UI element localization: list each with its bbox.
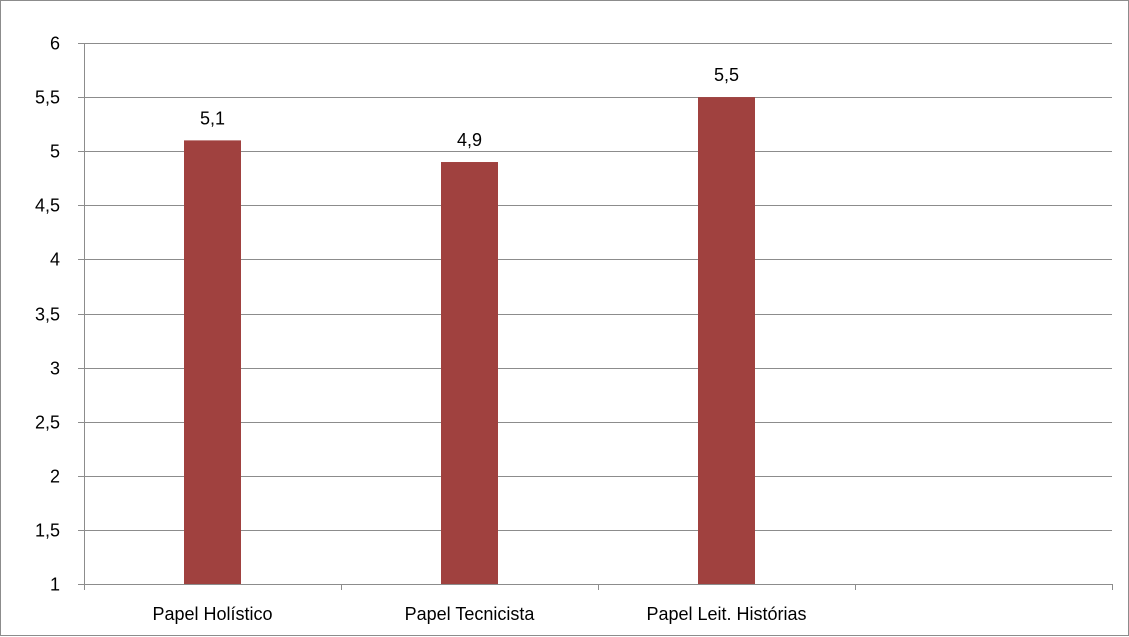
y-tick-label: 4,5 bbox=[35, 196, 60, 216]
y-tick-label: 3,5 bbox=[35, 305, 60, 325]
bar bbox=[184, 140, 241, 584]
bar bbox=[441, 162, 498, 584]
y-tick-label: 1 bbox=[50, 575, 60, 595]
x-category-label: Papel Holístico bbox=[152, 604, 272, 624]
x-category-label: Papel Tecnicista bbox=[405, 604, 536, 624]
gridlines bbox=[84, 43, 1112, 531]
y-tick-label: 3 bbox=[50, 359, 60, 379]
bars bbox=[184, 97, 755, 584]
y-tick-label: 5,5 bbox=[35, 88, 60, 108]
bar bbox=[698, 97, 755, 584]
y-tick-label: 1,5 bbox=[35, 521, 60, 541]
y-tick-label: 6 bbox=[50, 34, 60, 54]
y-tick-label: 4 bbox=[50, 250, 60, 270]
labels: 1 1,5 2 2,5 3 3,5 4 4,5 5 5,5 6 5,1 4,9 5,5 Papel Holí… bbox=[35, 34, 807, 625]
data-label: 4,9 bbox=[457, 130, 482, 150]
y-tick-label: 5 bbox=[50, 142, 60, 162]
data-label: 5,5 bbox=[714, 65, 739, 85]
y-tick-label: 2 bbox=[50, 467, 60, 487]
axes bbox=[78, 43, 1113, 590]
data-label: 5,1 bbox=[200, 108, 225, 128]
x-category-label: Papel Leit. Histórias bbox=[646, 604, 806, 624]
y-tick-label: 2,5 bbox=[35, 413, 60, 433]
